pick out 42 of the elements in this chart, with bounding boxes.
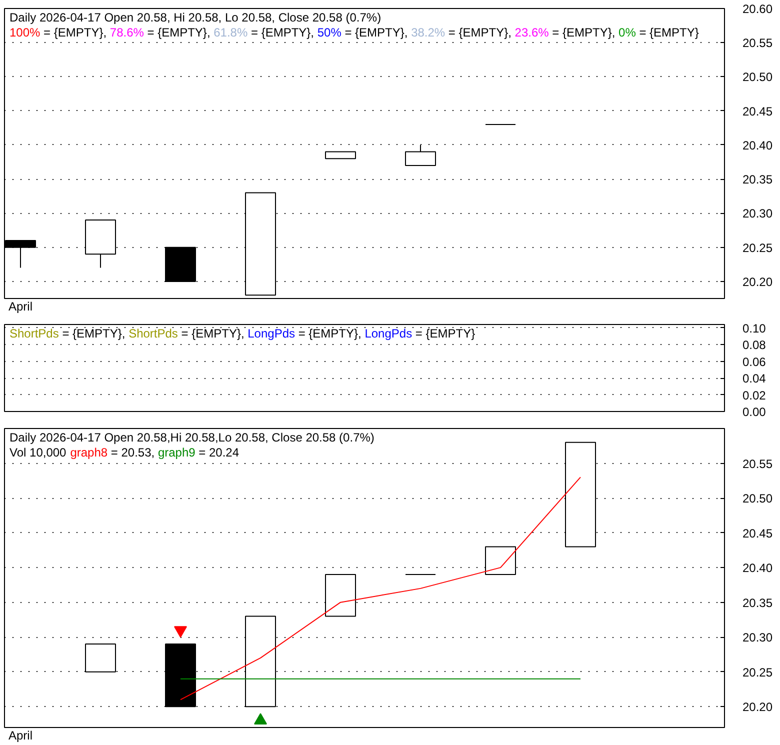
y-tick-label: 20.55 [742,456,773,471]
legend-label: LongPds = {EMPTY} [364,326,476,340]
y-tick-label: 20.40 [742,561,773,576]
chart-title: Daily 2026-04-17 Open 20.58,Hi 20.58,Lo 20.58, Close 20.58 (0.7%) [10,430,374,444]
y-tick-label: 20.25 [742,240,773,255]
line-series [180,476,581,700]
text: Vol 10,000 [10,446,67,460]
y-tick-label: 20.20 [742,700,773,714]
chart-title: Daily 2026-04-17 Open 20.58, Hi 20.58, Lo 20.58, Close 20.58 (0.7%) [10,10,382,24]
y-tick-label: 20.45 [742,526,773,540]
y-tick-label: 20.20 [742,274,773,289]
x-tick-label: April [8,300,33,314]
y-tick-label: 20.55 [742,36,773,50]
y-tick-label: 20.30 [742,630,773,645]
legend-label: 38.2% = {EMPTY}, [411,26,512,40]
y-tick-label: 0.02 [742,388,766,402]
y-tick-label: 20.60 [742,2,773,16]
y-tick-label: 0.06 [742,354,766,369]
y-tick-label: 0.08 [742,338,766,352]
y-tick-label: 20.50 [742,70,773,84]
y-tick-label: 20.50 [742,492,773,506]
text: graph9 = 20.24 [158,446,240,460]
legend-label: ShortPds = {EMPTY}, [128,326,244,340]
legend-label: LongPds = {EMPTY}, [248,326,362,340]
y-tick-label: 20.40 [742,138,773,152]
x-tick-label: April [8,728,33,742]
y-tick-label: 0.00 [742,405,766,419]
legend-label: 23.6% = {EMPTY}, [514,26,616,40]
y-tick-label: 20.35 [742,596,773,610]
y-tick-label: 20.25 [742,665,773,680]
legend-label: 78.6% = {EMPTY}, [110,26,210,40]
y-tick-label: 0.04 [742,372,766,386]
text: graph8 = 20.53, [70,446,155,460]
legend-label: 0% = {EMPTY} [618,26,699,40]
legend-label: 100% = {EMPTY}, [10,26,107,40]
y-tick-label: 20.45 [742,104,773,118]
y-tick-label: 0.10 [742,321,766,336]
legend-label: 50% = {EMPTY}, [317,26,408,40]
y-tick-label: 20.30 [742,206,773,221]
legend-label: 61.8% = {EMPTY}, [214,26,314,40]
legend-label: ShortPds = {EMPTY}, [10,326,126,340]
y-tick-label: 20.35 [742,172,773,187]
